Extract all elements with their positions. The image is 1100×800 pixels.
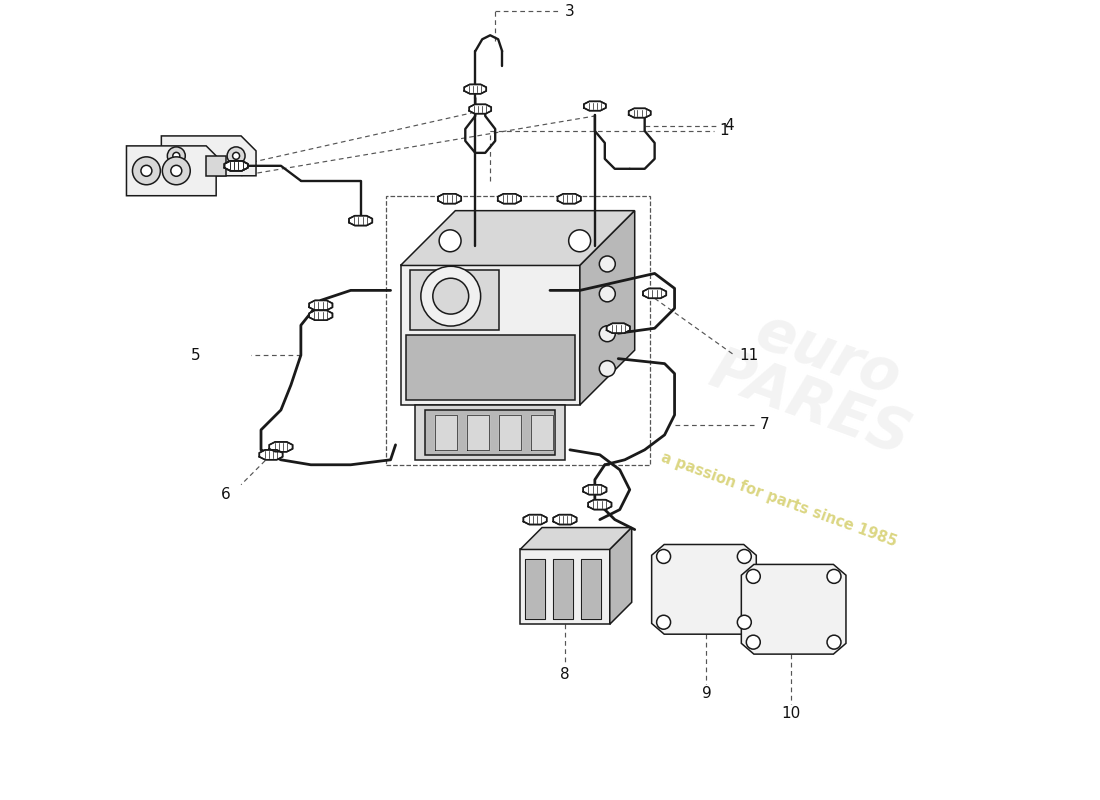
Circle shape: [163, 157, 190, 185]
Polygon shape: [558, 194, 581, 204]
Text: 8: 8: [560, 666, 570, 682]
Circle shape: [141, 166, 152, 176]
Polygon shape: [741, 565, 846, 654]
Polygon shape: [162, 136, 256, 176]
Text: 9: 9: [702, 686, 712, 702]
Circle shape: [569, 230, 591, 252]
Polygon shape: [497, 194, 521, 204]
Polygon shape: [520, 527, 631, 550]
Polygon shape: [584, 102, 606, 110]
Text: euro
PARES: euro PARES: [702, 293, 936, 467]
Circle shape: [600, 256, 615, 272]
Polygon shape: [270, 442, 293, 452]
Circle shape: [421, 266, 481, 326]
Polygon shape: [426, 410, 556, 455]
Polygon shape: [224, 161, 248, 170]
Circle shape: [737, 615, 751, 630]
Polygon shape: [406, 335, 575, 400]
Circle shape: [600, 326, 615, 342]
Circle shape: [600, 361, 615, 377]
Polygon shape: [470, 104, 492, 114]
Polygon shape: [629, 108, 651, 118]
Circle shape: [746, 570, 760, 583]
Circle shape: [232, 152, 240, 159]
Polygon shape: [553, 514, 576, 525]
Polygon shape: [581, 559, 601, 619]
Polygon shape: [224, 161, 248, 170]
Polygon shape: [436, 415, 458, 450]
Circle shape: [657, 615, 671, 630]
Polygon shape: [651, 545, 757, 634]
Polygon shape: [206, 156, 227, 176]
Circle shape: [439, 230, 461, 252]
Polygon shape: [524, 514, 547, 525]
Polygon shape: [644, 289, 667, 298]
Circle shape: [173, 152, 179, 159]
Polygon shape: [438, 194, 461, 204]
Polygon shape: [126, 146, 217, 196]
Polygon shape: [309, 300, 332, 310]
Text: 6: 6: [221, 487, 231, 502]
Polygon shape: [468, 415, 490, 450]
Circle shape: [657, 550, 671, 563]
Text: 5: 5: [191, 348, 201, 362]
Text: 1: 1: [719, 123, 729, 138]
Bar: [386, 196, 650, 465]
Circle shape: [432, 278, 469, 314]
Polygon shape: [583, 485, 606, 494]
Polygon shape: [609, 527, 631, 624]
Polygon shape: [580, 210, 635, 405]
Circle shape: [227, 147, 245, 165]
Polygon shape: [416, 405, 565, 460]
Polygon shape: [588, 500, 612, 510]
Text: 10: 10: [781, 706, 801, 722]
Circle shape: [600, 286, 615, 302]
Polygon shape: [349, 216, 372, 226]
Polygon shape: [400, 210, 635, 266]
Polygon shape: [260, 450, 283, 460]
Text: a passion for parts since 1985: a passion for parts since 1985: [659, 450, 899, 550]
Polygon shape: [499, 415, 521, 450]
Circle shape: [827, 570, 842, 583]
Text: 3: 3: [565, 4, 574, 19]
Circle shape: [827, 635, 842, 649]
Circle shape: [746, 635, 760, 649]
Polygon shape: [400, 266, 580, 405]
Polygon shape: [606, 323, 630, 333]
Polygon shape: [520, 550, 609, 624]
Text: 11: 11: [739, 348, 759, 362]
Polygon shape: [410, 270, 499, 330]
Polygon shape: [553, 559, 573, 619]
Polygon shape: [525, 559, 544, 619]
Text: 7: 7: [759, 418, 769, 433]
Circle shape: [170, 166, 182, 176]
Circle shape: [167, 147, 185, 165]
Polygon shape: [309, 310, 332, 320]
Polygon shape: [464, 85, 486, 94]
Polygon shape: [531, 415, 553, 450]
Text: 4: 4: [725, 118, 734, 134]
Circle shape: [132, 157, 161, 185]
Circle shape: [737, 550, 751, 563]
